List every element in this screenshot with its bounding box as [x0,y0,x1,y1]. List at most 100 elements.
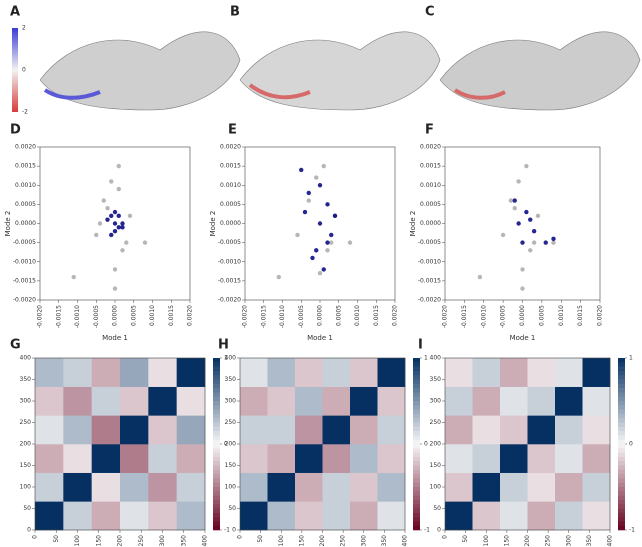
heatmap-cell [322,415,351,445]
x-axis-label: Mode 1 [102,334,128,342]
heatmap-cell [148,358,177,387]
y-tick-label: 100 [20,484,32,491]
point [535,213,541,219]
point [142,240,148,245]
point [325,202,330,207]
heatmap-cell [120,415,149,445]
x-tick-label: 250 [138,535,145,547]
colorbar-segment [213,491,220,496]
colorbar-segment [213,435,220,440]
colorbar-segment [213,525,220,531]
heatmap-cell [445,472,473,502]
y-tick-label: -0.0010 [218,258,241,265]
x-tick-label: 0.0005 [538,305,545,326]
y-tick-label: 300 [430,398,442,405]
heatmap-cell [527,386,556,416]
colorbar-segment [413,396,420,402]
y-tick-label: -0.0005 [218,239,241,246]
point [112,267,118,272]
heatmap-cell [148,415,177,445]
x-tick-label: 0.0020 [187,305,194,326]
protein-structure [239,31,441,111]
colorbar-segment [618,465,625,471]
y-tick-label: 300 [20,398,32,405]
heatmap-cell [350,444,378,473]
colorbar-segment [413,461,420,466]
colorbar-segment [413,478,420,483]
point [321,163,326,169]
heatmap-cell [267,415,296,445]
colorbar-segment [413,405,420,410]
y-tick-label: 0.0010 [15,182,36,189]
heatmap-cell [63,501,92,531]
colorbar-segment [413,495,420,501]
colorbar-segment [618,452,625,458]
y-tick-label: 0.0015 [420,163,441,170]
y-tick-label: 0.0005 [220,201,241,208]
heatmap-cell [295,358,323,387]
colorbar-segment [213,405,220,410]
point [332,213,338,219]
point [500,232,506,238]
colorbar-segment [413,358,420,363]
heatmap-cell [267,444,296,473]
heatmap-cell [350,472,378,502]
heatmap-cell [120,501,149,531]
colorbar-segment [618,379,625,385]
colorbar-segment [213,452,220,458]
colorbar-segment [213,422,220,428]
x-tick-label: 100 [278,535,285,547]
point [531,228,537,234]
y-tick-label: 0.0000 [220,220,241,227]
heatmap-cell [148,472,177,502]
heatmap-cell [63,472,92,502]
colorbar-segment [618,418,625,423]
point [347,240,353,245]
heatmap-cell [500,444,528,473]
colorbar-segment [413,366,420,372]
colorbar-tick-label: -2 [22,109,28,116]
y-tick-label: 0.0020 [420,144,441,151]
colorbar-segment [413,517,420,522]
y-tick-label: -0.0015 [218,277,241,284]
heatmap-cell [295,472,323,502]
colorbar-segment [213,499,220,505]
colorbar-segment [618,482,625,488]
point [551,236,556,241]
heatmap-cell [322,472,351,502]
x-tick-label: -0.0010 [74,305,81,328]
x-tick-label: 50 [462,535,469,543]
protein-structure [439,31,641,111]
heatmap-cell [582,358,611,387]
colorbar-segment [213,426,220,432]
x-tick-label: 200 [524,535,531,547]
heatmap-cell [445,415,473,445]
heatmap-cell [445,501,473,531]
colorbar-segment [618,409,625,415]
colorbar-segment [413,370,420,376]
colorbar-segment [618,435,625,440]
colorbar-segment [618,431,625,436]
heatmap-cell [527,444,556,473]
point [520,267,525,272]
colorbar-segment [413,444,420,449]
heatmap-cell [472,415,501,445]
x-tick-label: 250 [340,535,347,547]
heatmap-cell [267,386,296,416]
point [512,198,517,203]
colorbar-segment [618,508,625,514]
heatmap-cell [176,501,206,531]
panel-label: G [10,338,21,353]
heatmap-cell [91,358,121,387]
heatmap-cell [377,358,406,387]
panel-label: A [10,5,20,20]
point [112,221,118,226]
x-tick-label: 400 [607,535,614,547]
point [329,240,334,245]
x-tick-label: 0 [442,535,449,539]
colorbar-segment [413,508,420,514]
heatmap-cell [350,358,378,387]
heatmap-cell [322,444,351,473]
heatmap-cell [35,386,64,416]
x-tick-label: -0.0005 [500,305,507,328]
